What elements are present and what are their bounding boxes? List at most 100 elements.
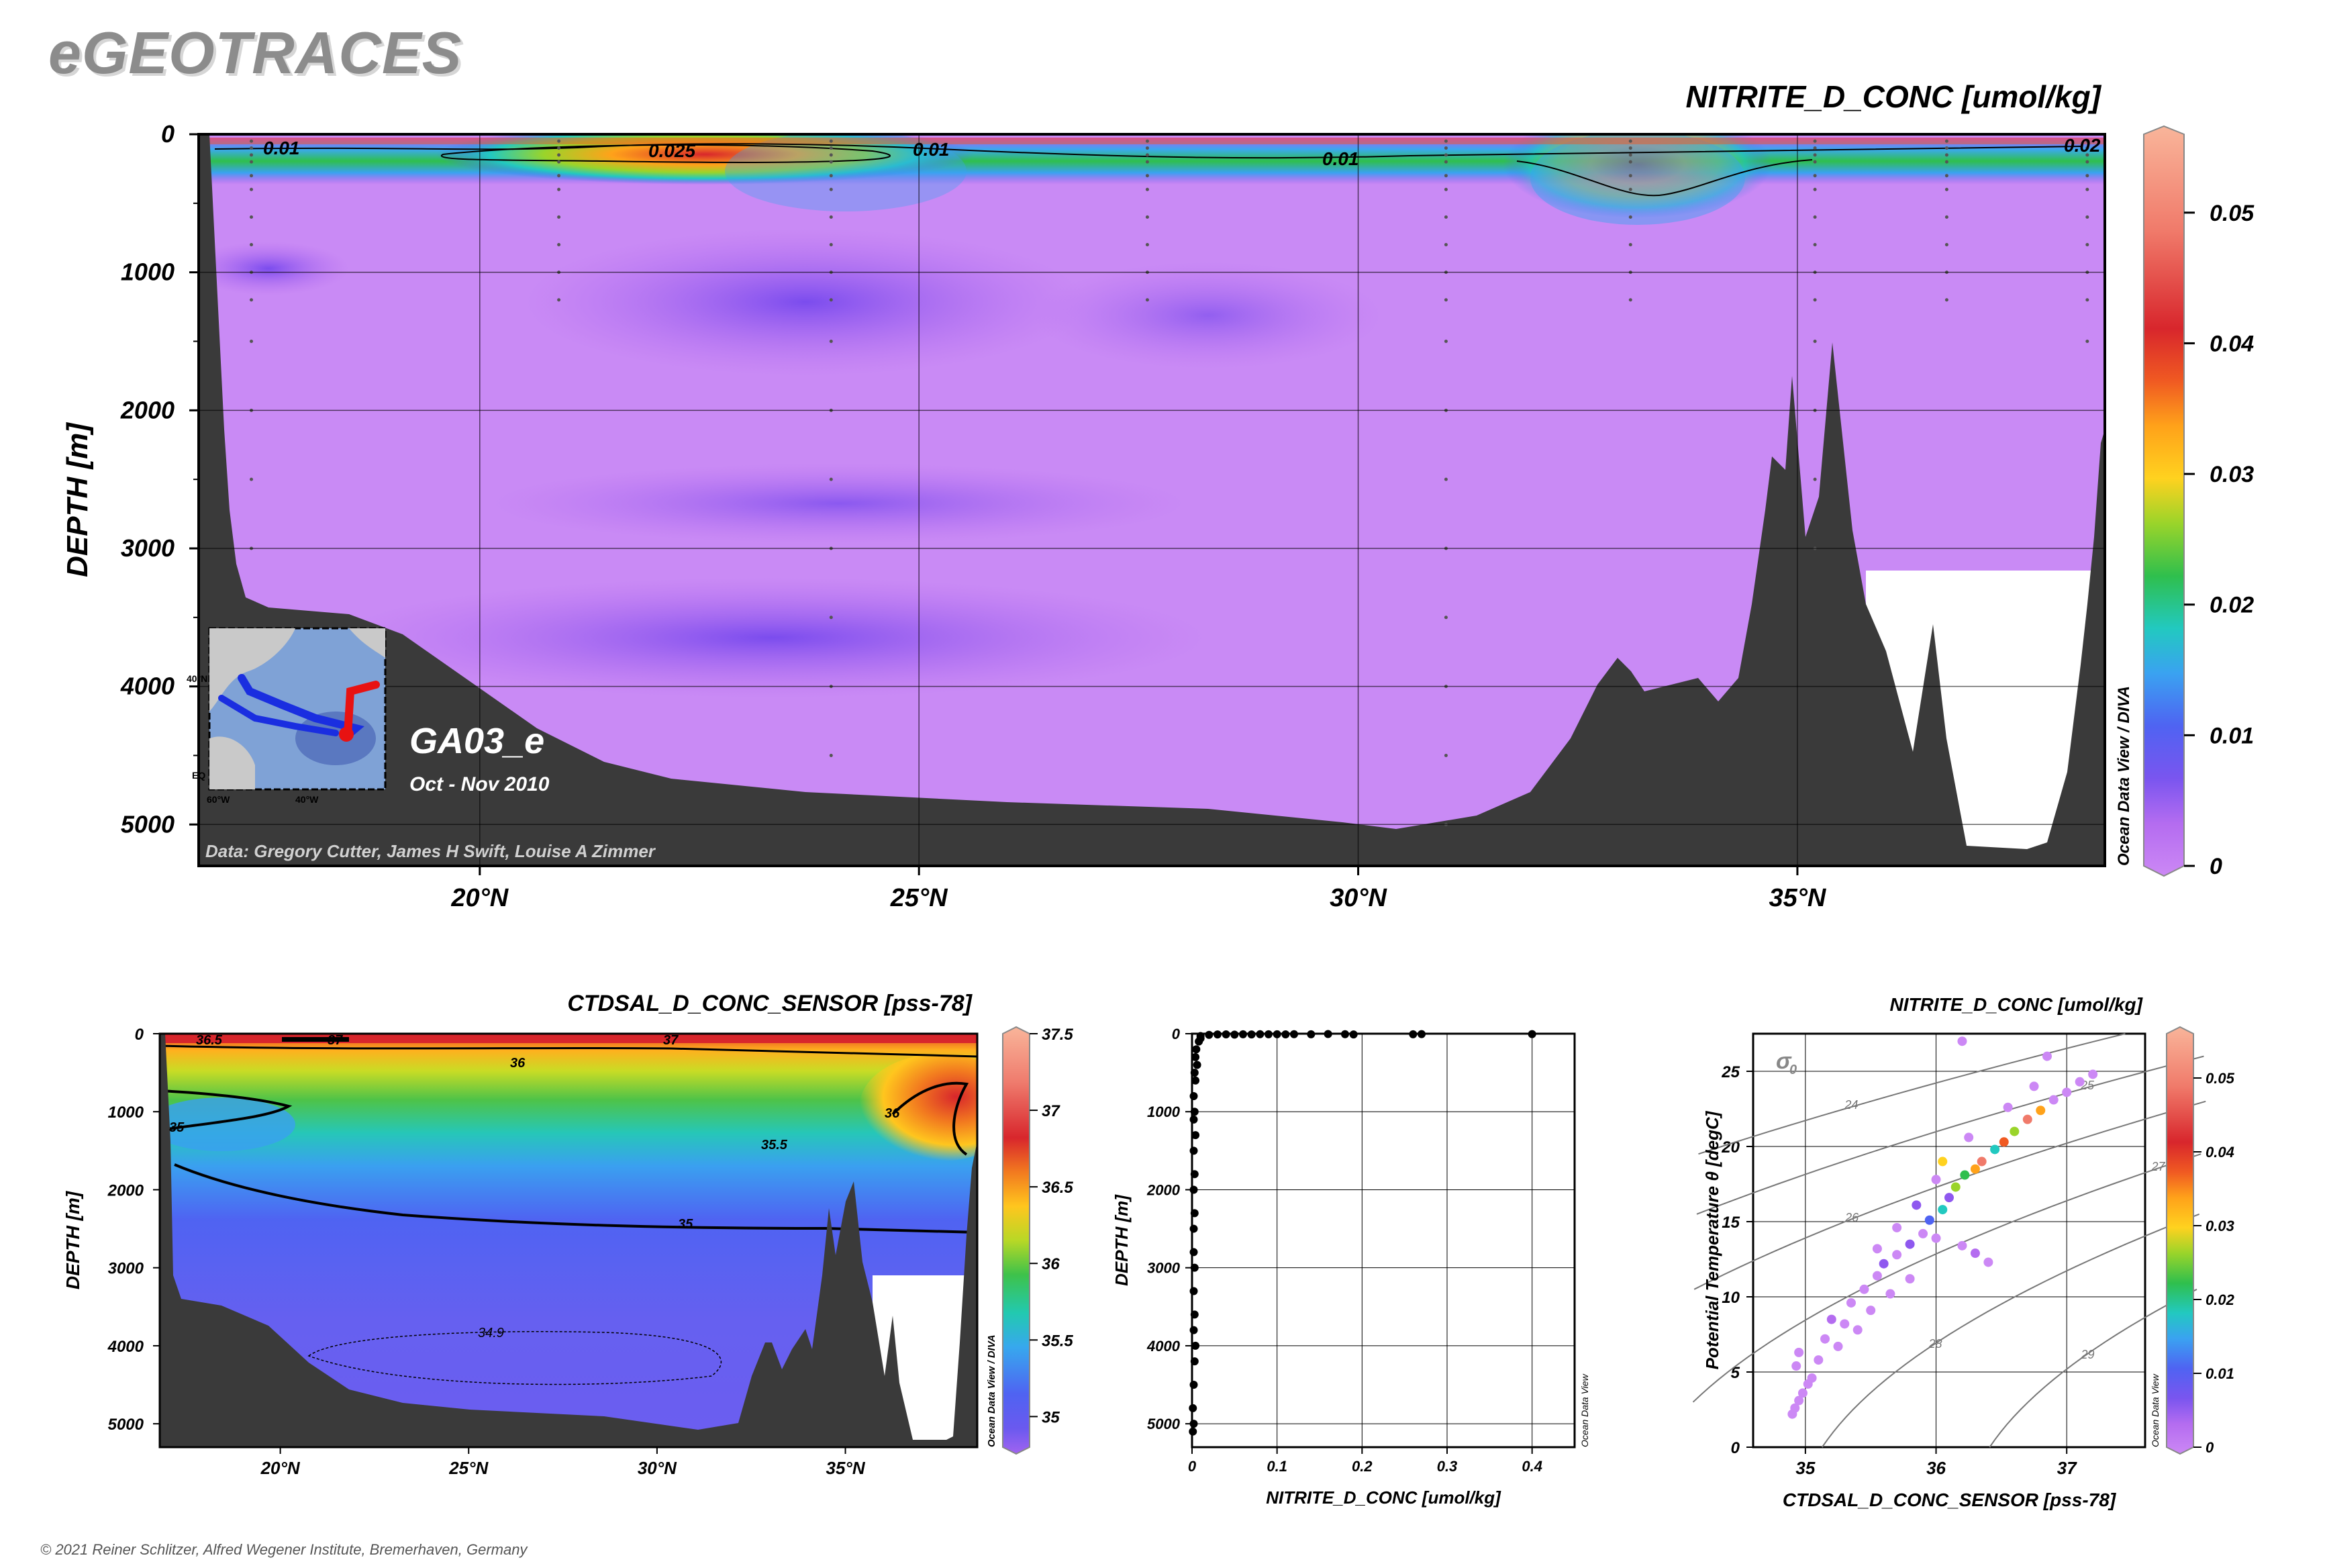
data-point (1190, 1357, 1199, 1366)
station-sample (1944, 153, 1948, 157)
data-point (1190, 1069, 1199, 1077)
station-sample (1444, 146, 1448, 150)
y-tick-label: 2000 (1146, 1181, 1181, 1198)
colorbar-tick-label: 35 (1042, 1408, 1060, 1426)
data-point (1190, 1209, 1199, 1218)
data-point (1872, 1244, 1882, 1254)
station-sample (557, 146, 561, 150)
data-point (1846, 1297, 1856, 1308)
data-point (2062, 1087, 2072, 1097)
data-point (1189, 1404, 1197, 1412)
data-point (1192, 1045, 1201, 1054)
data-point (1324, 1030, 1332, 1038)
data-point (1960, 1170, 1970, 1180)
data-point (2029, 1081, 2039, 1091)
salinity-chart-title: CTDSAL_D_CONC_SENSOR [pss-78] (567, 991, 973, 1016)
data-point (1190, 1310, 1199, 1319)
data-point (1189, 1381, 1198, 1389)
odv-watermark: Ocean Data View / DIVA (986, 1334, 997, 1447)
data-point (1189, 1091, 1198, 1100)
station-sample (1813, 139, 1817, 143)
y-tick-label: 5000 (1147, 1416, 1181, 1432)
cruise-dates: Oct - Nov 2010 (409, 773, 550, 795)
station-sample (829, 174, 833, 178)
data-point (1189, 1427, 1197, 1436)
station-sample (829, 616, 833, 620)
station-sample (557, 174, 561, 178)
ts-chart-title: NITRITE_D_CONC [umol/kg] (1890, 994, 2144, 1015)
data-point (1191, 1341, 1200, 1350)
data-point (1189, 1224, 1198, 1233)
x-tick-label: 0 (1188, 1458, 1197, 1475)
data-point (1840, 1319, 1850, 1329)
station-sample (557, 153, 561, 157)
station-sample (1944, 215, 1948, 219)
x-tick-label: 25°N (448, 1458, 489, 1478)
y-tick-label: 1000 (121, 258, 175, 286)
station-sample (1628, 215, 1632, 219)
station-sample (2085, 298, 2089, 302)
data-point (1790, 1403, 1800, 1413)
station-sample (250, 298, 254, 302)
station-sample (250, 477, 254, 481)
sal-contour-label: 35 (169, 1120, 185, 1135)
data-point (1195, 1037, 1203, 1046)
contour-label: 0.01 (1322, 148, 1359, 169)
station-sample (1628, 146, 1632, 150)
station-sample (1145, 174, 1149, 178)
data-point (1905, 1239, 1915, 1249)
data-point (1970, 1248, 1980, 1259)
data-point (1918, 1228, 1928, 1238)
y-tick-label: 5000 (108, 1416, 144, 1434)
station-sample (1813, 174, 1817, 178)
inset-map-label: EQ (192, 770, 205, 781)
station-sample (1444, 339, 1448, 343)
data-point (1409, 1030, 1418, 1038)
y-tick-label: 4000 (107, 1338, 144, 1356)
x-tick-label: 20°N (450, 884, 509, 912)
inset-map-label: 40°N (187, 673, 207, 684)
x-tick-label: 0.1 (1267, 1458, 1287, 1475)
x-tick-label: 36 (1926, 1458, 1946, 1478)
data-point (1807, 1373, 1817, 1383)
data-credit: Data: Gregory Cutter, James H Swift, Lou… (205, 841, 656, 861)
data-point (2010, 1126, 2020, 1136)
data-point (1191, 1052, 1200, 1061)
isopycnal-line (1693, 1100, 2206, 1290)
x-tick-label: 30°N (1330, 884, 1387, 912)
colorbar-tick-label: 0.04 (2210, 331, 2254, 356)
station-sample (1145, 153, 1149, 157)
data-point (1189, 1115, 1198, 1124)
salinity-colorbar: 35 35.5 36 36.5 37 37.5 (1002, 1026, 1073, 1455)
station-sample (829, 753, 833, 757)
sal-contour-label: 37 (663, 1033, 679, 1048)
station-sample (1444, 187, 1448, 191)
colorbar-tick-label: 36 (1042, 1255, 1060, 1273)
data-point (1273, 1030, 1281, 1038)
station-sample (1444, 243, 1448, 247)
y-tick-label: 3000 (121, 534, 175, 562)
isopycnal-line (1989, 1288, 2197, 1448)
sal-contour-label: 36.5 (196, 1033, 223, 1048)
y-tick-label: 25 (1721, 1063, 1740, 1081)
colorbar-tick-label: 37 (1042, 1102, 1060, 1120)
data-point (1290, 1030, 1298, 1038)
y-tick-label: 15 (1722, 1214, 1740, 1232)
inset-map-label: 60°W (207, 794, 230, 805)
station-sample (1145, 146, 1149, 150)
data-point (1189, 1146, 1198, 1155)
station-sample (1145, 187, 1149, 191)
station-sample (250, 139, 254, 143)
data-point (1931, 1233, 1941, 1243)
colorbar-tick-label: 0.05 (2206, 1070, 2235, 1087)
data-point (1970, 1164, 1980, 1174)
data-point (1938, 1157, 1948, 1167)
main-y-axis-label: DEPTH [m] (61, 422, 94, 577)
station-sample (1944, 243, 1948, 247)
data-point (1190, 1170, 1199, 1179)
station-sample (1944, 160, 1948, 164)
data-point (1866, 1306, 1876, 1316)
station-sample (557, 215, 561, 219)
sal-contour-label: 35 (678, 1217, 693, 1232)
data-point (1924, 1215, 1934, 1225)
